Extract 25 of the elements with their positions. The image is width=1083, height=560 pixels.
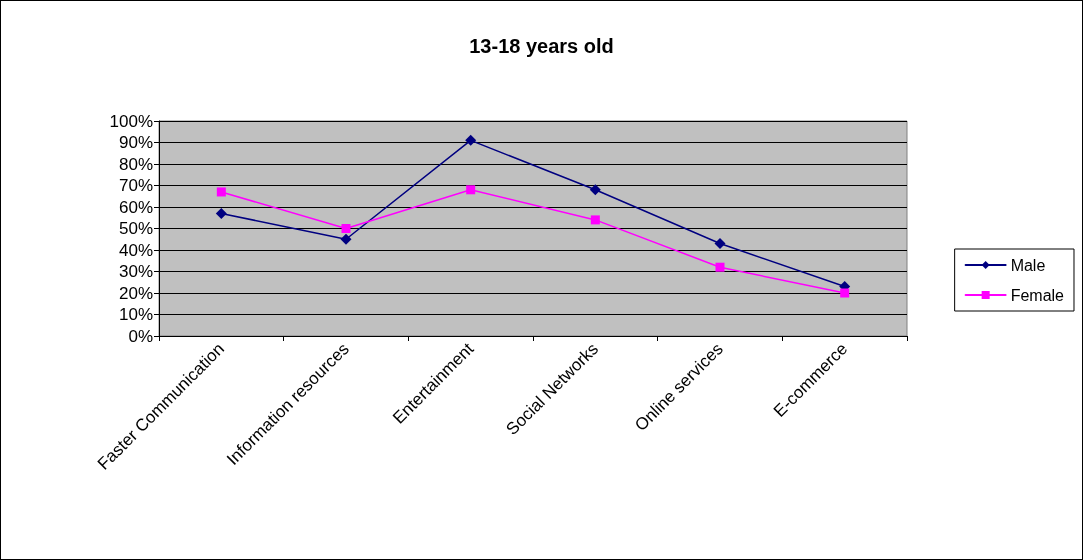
point	[589, 184, 601, 196]
y-tick-label: 80%	[118, 154, 153, 174]
y-tick-label: 90%	[118, 133, 153, 152]
y-tick-label: 100%	[109, 111, 153, 131]
y-tick-label: 10%	[118, 305, 153, 324]
point	[340, 233, 352, 245]
legend-label: Male	[1010, 256, 1046, 274]
point	[715, 262, 725, 272]
y-tick-label: 50%	[118, 219, 153, 238]
legend-label: Female	[1010, 286, 1065, 304]
y-tick-label: 60%	[118, 197, 153, 217]
point	[341, 224, 351, 233]
point	[840, 288, 850, 298]
chart-title: 13-18 years old	[469, 35, 614, 57]
y-tick-label: 20%	[118, 283, 153, 303]
y-tick-label: 40%	[118, 240, 153, 260]
point	[590, 215, 600, 225]
point	[216, 187, 226, 197]
point	[466, 185, 476, 195]
y-tick-label: 30%	[118, 262, 153, 281]
point	[215, 207, 227, 219]
point	[465, 134, 477, 146]
y-tick-label: 70%	[118, 176, 153, 195]
point	[714, 238, 726, 250]
y-tick-label: 0%	[128, 326, 153, 346]
